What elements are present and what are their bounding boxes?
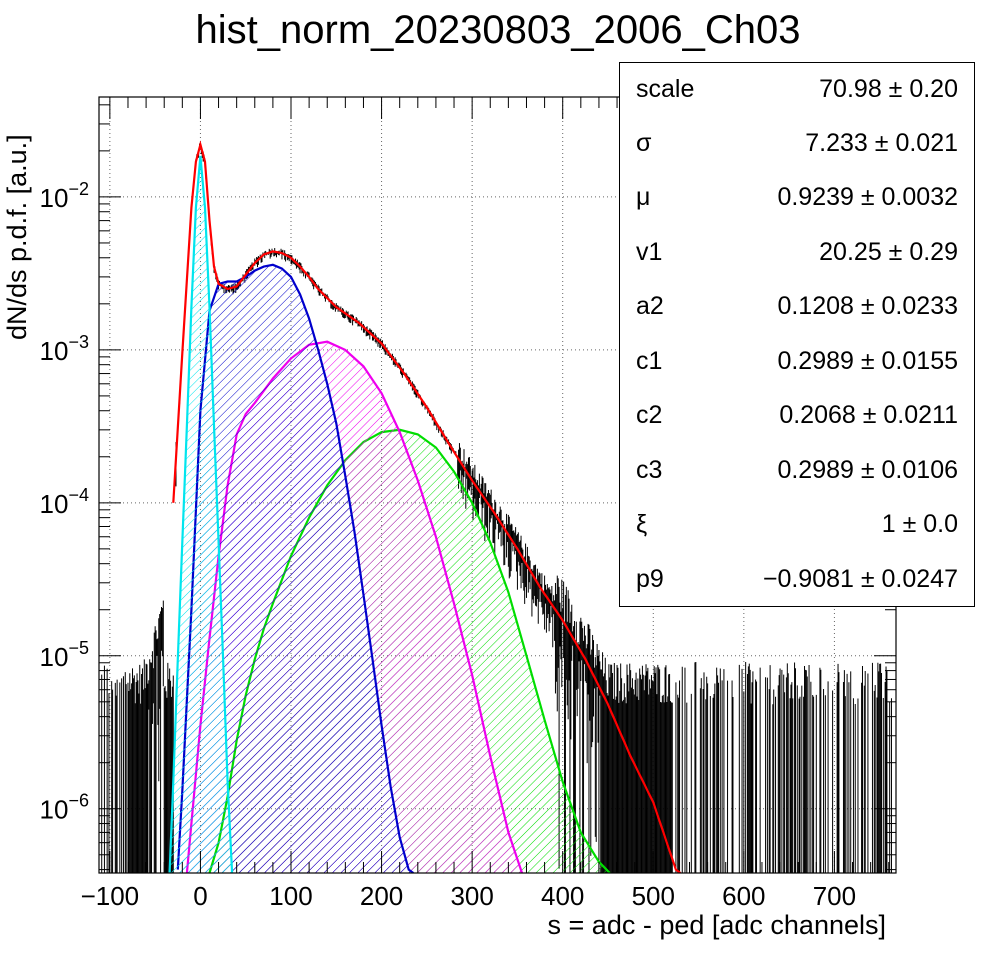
stat-row-c3: c3 0.2989 ± 0.0106 [620,444,974,498]
x-tick-label: 600 [722,881,765,911]
stat-value: 20.25 ± 0.29 [819,238,958,266]
stat-row-mu: μ 0.9239 ± 0.0032 [620,171,974,225]
stat-value: 0.2989 ± 0.0106 [777,456,958,484]
stat-row-sigma: σ 7.233 ± 0.021 [620,117,974,171]
stat-row-p9: p9 −0.9081 ± 0.0247 [620,553,974,607]
stat-value: 1 ± 0.0 [881,510,958,538]
x-tick-label: 0 [193,881,207,911]
stat-name: ξ [636,510,648,538]
stat-name: v1 [636,238,663,266]
y-axis-label: dN/ds p.d.f. [a.u.] [2,134,32,340]
stat-name: c2 [636,401,663,429]
one_pe-fill [177,264,414,873]
x-axis-label: s = adc - ped [adc channels] [547,910,886,940]
y-tick-exponent: −5 [68,638,89,658]
plot-area [101,140,892,873]
x-tick-label: 300 [450,881,493,911]
x-tick-label: 200 [360,881,403,911]
y-tick-exponent: −2 [68,179,89,199]
stat-name: c1 [636,347,663,375]
y-tick-label: 10−5 [40,638,89,672]
stat-name: a2 [636,292,664,320]
stat-row-c2: c2 0.2068 ± 0.0211 [620,389,974,443]
total-fit-curve [172,140,682,873]
stat-value: 0.1208 ± 0.0233 [777,292,958,320]
y-tick-base: 10 [40,489,69,519]
y-tick-exponent: −3 [68,332,89,352]
stat-value: 7.233 ± 0.021 [805,129,958,157]
stat-row-v1: v1 20.25 ± 0.29 [620,226,974,280]
stat-value: 0.2989 ± 0.0155 [777,347,958,375]
x-tick-label: 700 [813,881,856,911]
stat-row-a2: a2 0.1208 ± 0.0233 [620,280,974,334]
y-tick-label: 10−2 [40,179,89,213]
stat-row-c1: c1 0.2989 ± 0.0155 [620,335,974,389]
stat-name: p9 [636,565,664,593]
stat-value: −0.9081 ± 0.0247 [762,565,958,593]
y-tick-base: 10 [40,336,69,366]
stat-row-xi: ξ 1 ± 0.0 [620,498,974,552]
x-tick-label: 100 [269,881,312,911]
stat-name: μ [636,183,651,211]
stat-value: 0.2068 ± 0.0211 [779,401,958,429]
x-tick-label: 400 [541,881,584,911]
stat-value: 70.98 ± 0.20 [819,75,958,103]
stat-row-scale: scale 70.98 ± 0.20 [620,63,974,117]
x-tick-label: −100 [81,881,140,911]
stat-name: c3 [636,456,663,484]
x-tick-label: 500 [632,881,675,911]
y-tick-label: 10−4 [40,485,89,519]
chart-title: hist_norm_20230803_2006_Ch03 [195,8,801,52]
pedestal-curve [168,155,234,873]
stat-value: 0.9239 ± 0.0032 [777,183,958,211]
fit-parameters-box: scale 70.98 ± 0.20 σ 7.233 ± 0.021 μ 0.9… [619,62,975,607]
pedestal-fill [169,156,233,873]
y-tick-exponent: −4 [68,485,89,505]
y-tick-exponent: −6 [68,791,89,811]
y-tick-base: 10 [40,183,69,213]
y-tick-base: 10 [40,795,69,825]
y-tick-label: 10−6 [40,791,89,825]
stat-name: σ [636,129,652,157]
y-tick-label: 10−3 [40,332,89,366]
one_pe-curve [176,263,414,873]
stat-name: scale [636,75,695,103]
y-tick-base: 10 [40,642,69,672]
